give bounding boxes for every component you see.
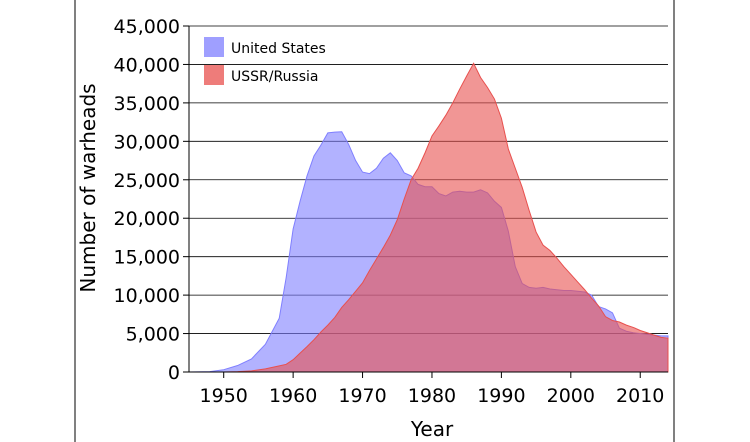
axes — [74, 0, 675, 442]
legend-label-1: USSR/Russia — [231, 69, 319, 85]
y-tick-label-4: 20,000 — [114, 208, 180, 230]
y-tick-label-5: 25,000 — [114, 170, 180, 192]
x-tick-label-5: 2000 — [547, 385, 595, 407]
axis-titles: Year Number of warheads — [76, 83, 454, 441]
x-tick-label-4: 1990 — [477, 385, 525, 407]
legend-label-0: United States — [231, 41, 326, 57]
x-axis-title: Year — [410, 417, 454, 441]
legend-swatch-0 — [204, 37, 224, 57]
x-tick-label-2: 1970 — [338, 385, 386, 407]
x-tick-label-0: 1950 — [200, 385, 248, 407]
x-tick-label-6: 2010 — [616, 385, 664, 407]
y-tick-label-2: 10,000 — [114, 285, 180, 307]
x-tick-label-1: 1960 — [269, 385, 317, 407]
area-series-layer — [188, 62, 669, 373]
legend: United States USSR/Russia — [204, 37, 326, 85]
y-tick-label-8: 40,000 — [114, 54, 180, 76]
y-tick-label-6: 30,000 — [114, 131, 180, 153]
area-series-1 — [189, 62, 669, 373]
tick-labels: 0 5,000 10,000 15,000 20,000 25,000 30,000 35,0… — [114, 16, 665, 407]
y-tick-label-7: 35,000 — [114, 93, 180, 115]
y-tick-label-3: 15,000 — [114, 247, 180, 269]
y-tick-label-1: 5,000 — [126, 324, 180, 346]
y-tick-label-0: 0 — [168, 362, 180, 384]
legend-swatch-1 — [204, 65, 224, 85]
y-tick-label-9: 45,000 — [114, 16, 180, 38]
y-axis-title: Number of warheads — [76, 83, 100, 292]
x-tick-label-3: 1980 — [408, 385, 456, 407]
